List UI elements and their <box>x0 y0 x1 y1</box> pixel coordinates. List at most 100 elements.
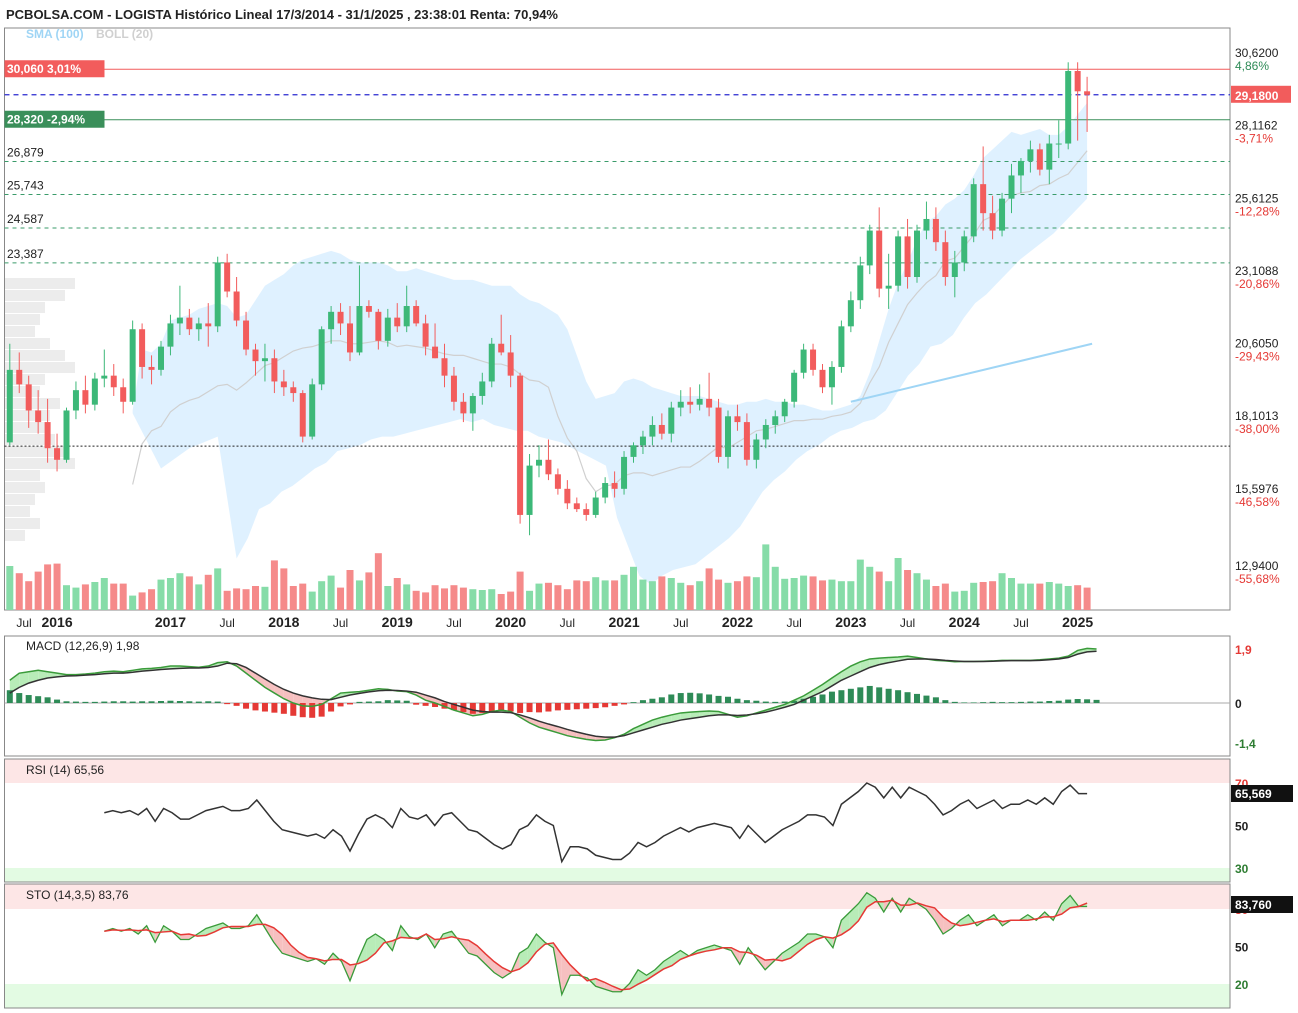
sto-current-tag <box>1231 896 1293 913</box>
sto-fill <box>858 892 867 921</box>
volume-bar <box>289 586 297 610</box>
candle-body <box>318 329 325 385</box>
sto-fill <box>485 953 495 973</box>
candle-body <box>989 213 996 231</box>
candle-body <box>951 262 958 278</box>
sto-frame <box>4 883 1231 1009</box>
sto-fill <box>799 934 808 952</box>
candle-body <box>1008 175 1015 199</box>
rsi-label: RSI (14) 65,56 <box>26 763 104 777</box>
volume-bar <box>44 564 52 610</box>
volume-bar <box>620 574 628 610</box>
volume-bar <box>81 584 89 610</box>
volume-bar <box>809 576 817 610</box>
macd-histogram-bar <box>479 703 486 713</box>
price-tick-pct: -38,00% <box>1235 422 1280 436</box>
volume-bar <box>355 580 363 610</box>
macd-histogram-bar <box>318 703 325 717</box>
candle-body <box>743 422 750 460</box>
macd-histogram-bar <box>167 700 174 703</box>
sto-fill <box>282 934 291 956</box>
macd-histogram-bar <box>309 703 316 718</box>
macd-fill <box>813 684 823 696</box>
price-tick-pct: -46,58% <box>1235 495 1280 509</box>
macd-histogram-bar <box>611 703 618 706</box>
rsi-axis-label: 30 <box>1235 862 1249 876</box>
sma100-line <box>850 342 1093 403</box>
volume-bar <box>639 579 647 610</box>
macd-histogram-bar <box>25 695 32 703</box>
sto-fill <box>646 969 656 981</box>
macd-fill <box>293 693 303 706</box>
volume-bar <box>752 577 760 610</box>
macd-histogram-bar <box>630 702 637 703</box>
macd-histogram-bar <box>847 688 854 703</box>
macd-histogram-bar <box>1036 701 1043 703</box>
candle-body <box>866 230 873 266</box>
candle-body <box>299 393 306 437</box>
macd-signal-line <box>9 650 1097 738</box>
candle-body <box>413 306 420 324</box>
sto-fill <box>468 940 478 956</box>
candle-body <box>214 262 221 327</box>
macd-histogram-bar <box>290 703 297 716</box>
macd-histogram-bar <box>810 696 817 703</box>
macd-histogram-bar <box>895 690 902 703</box>
time-axis-label: Jul <box>1013 616 1028 630</box>
candle-body <box>715 407 722 457</box>
volume-bar <box>299 583 307 610</box>
volume-bar <box>819 580 826 610</box>
price-tick-label: 12,9400 <box>1235 559 1279 573</box>
candle-body <box>904 236 911 278</box>
volume-bar <box>856 559 864 610</box>
volume-bar <box>696 581 704 610</box>
candle-body <box>44 422 51 449</box>
price-tick-pct: -12,28% <box>1235 204 1280 218</box>
candle-body <box>649 424 656 437</box>
sto-fill <box>934 907 944 934</box>
candle-body <box>195 323 202 330</box>
macd-histogram-bar <box>592 703 599 709</box>
volume-bar <box>667 578 675 610</box>
volume-bar <box>516 571 524 610</box>
candle-body <box>243 320 250 350</box>
candle-body <box>63 410 70 460</box>
volume-bar <box>960 590 968 610</box>
rsi-current-tag <box>1231 785 1293 802</box>
macd-histogram-bar <box>432 703 439 707</box>
volume-bar <box>1036 583 1044 610</box>
volume-profile-bar <box>5 494 35 505</box>
macd-histogram-bar <box>819 694 826 703</box>
volume-bar <box>998 573 1006 610</box>
candle-body <box>564 488 571 504</box>
macd-histogram-bar <box>6 690 13 703</box>
candle-body <box>441 358 448 376</box>
candle-body <box>1065 70 1072 144</box>
macd-fill <box>803 690 814 701</box>
volume-bar <box>337 587 345 610</box>
candle-body <box>280 381 287 388</box>
fib-level-label: 25,743 <box>7 179 44 193</box>
volume-bar <box>941 583 949 610</box>
candle-body <box>800 349 807 373</box>
time-axis-label: Jul <box>446 616 461 630</box>
volume-profile-bar <box>5 338 50 349</box>
volume-bar <box>214 568 222 610</box>
time-axis-label: Jul <box>786 616 801 630</box>
candle-body <box>554 474 561 489</box>
candle-body <box>621 456 628 489</box>
candle-body <box>677 401 684 408</box>
macd-histogram-bar <box>129 701 136 703</box>
candle-body <box>101 375 108 379</box>
volume-profile-bar <box>5 458 75 469</box>
macd-histogram-bar <box>205 701 212 703</box>
sto-fill <box>180 934 190 940</box>
macd-histogram-bar <box>536 703 542 713</box>
macd-histogram-bar <box>337 703 344 707</box>
fib-level-label: 23,387 <box>7 247 44 261</box>
macd-histogram-bar <box>876 687 883 703</box>
volume-bar <box>1083 587 1091 610</box>
volume-profile-bar <box>5 302 45 313</box>
macd-histogram-bar <box>564 703 571 710</box>
macd-histogram-bar <box>1074 699 1081 703</box>
